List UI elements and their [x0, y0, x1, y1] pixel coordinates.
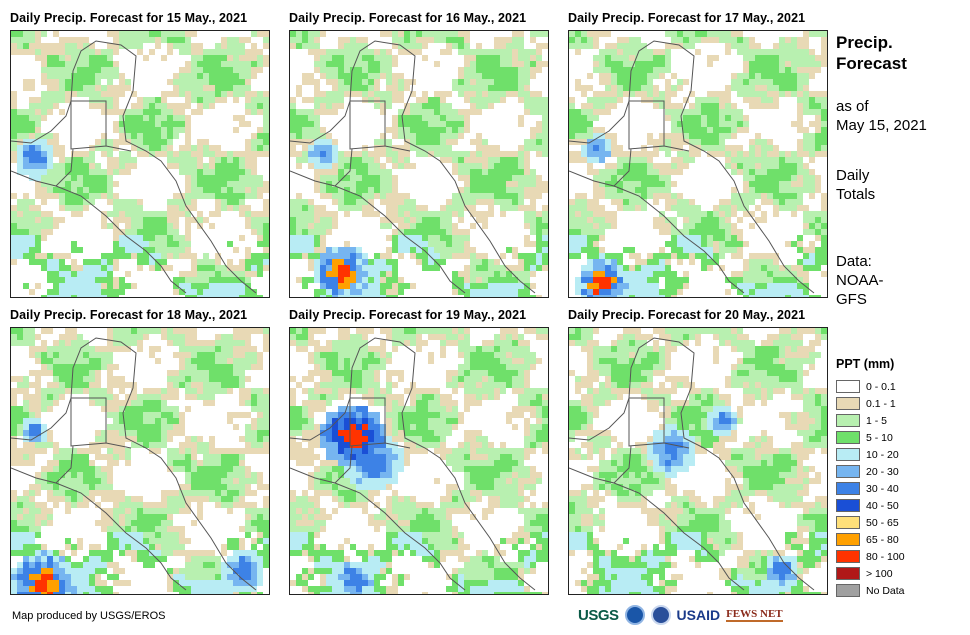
legend-item: 0.1 - 1 [836, 395, 956, 412]
forecast-panel-may-17: Daily Precip. Forecast for 17 May., 2021 [568, 11, 848, 301]
legend-label: 5 - 10 [866, 431, 893, 444]
as-of-value: May 15, 2021 [836, 117, 927, 134]
heading-line: Precip. [836, 33, 893, 52]
precip-map-svg [569, 31, 827, 297]
source-line: Data: [836, 253, 872, 270]
legend-swatch [836, 567, 860, 580]
precip-map-svg [11, 31, 269, 297]
legend-item: > 100 [836, 565, 956, 582]
legend-item: 40 - 50 [836, 497, 956, 514]
source-line: GFS [836, 291, 867, 308]
data-source: Data: NOAA- GFS [836, 252, 884, 309]
legend-swatch [836, 431, 860, 444]
legend-item: No Data [836, 582, 956, 599]
precip-map-svg [290, 328, 548, 594]
heading-line: Forecast [836, 54, 907, 73]
legend-swatch [836, 499, 860, 512]
legend-swatch [836, 448, 860, 461]
as-of-date: as of May 15, 2021 [836, 97, 927, 135]
legend-label: 65 - 80 [866, 533, 899, 546]
legend-swatch [836, 516, 860, 529]
legend-item: 20 - 30 [836, 463, 956, 480]
nasa-seal-icon [650, 605, 671, 625]
country-borders [290, 40, 536, 294]
legend-rows: 0 - 0.1 0.1 - 1 1 - 5 5 - 10 10 - 20 20 - 30 3… [836, 378, 956, 599]
panel-title: Daily Precip. Forecast for 19 May., 2021 [289, 308, 527, 322]
legend-swatch [836, 380, 860, 393]
precip-map [289, 30, 549, 298]
legend-item: 5 - 10 [836, 429, 956, 446]
usaid-logo: USAID [676, 607, 721, 623]
totals-note: Daily Totals [836, 166, 875, 204]
as-of-label: as of [836, 98, 869, 115]
precip-map-svg [569, 328, 827, 594]
legend-item: 80 - 100 [836, 548, 956, 565]
legend-item: 65 - 80 [836, 531, 956, 548]
country-borders [290, 337, 536, 591]
legend-title: PPT (mm) [836, 357, 895, 371]
legend-swatch [836, 414, 860, 427]
precip-map [568, 30, 828, 298]
precip-map [10, 30, 270, 298]
legend-label: 40 - 50 [866, 499, 899, 512]
panel-title: Daily Precip. Forecast for 20 May., 2021 [568, 308, 806, 322]
totals-line: Daily [836, 167, 870, 184]
legend-heading: Precip. Forecast [836, 32, 907, 74]
country-borders [569, 40, 815, 294]
legend-label: No Data [866, 584, 905, 597]
usgs-logo: USGS [578, 606, 619, 624]
legend-swatch [836, 550, 860, 563]
legend-swatch [836, 397, 860, 410]
source-line: NOAA- [836, 272, 884, 289]
forecast-panel-may-18: Daily Precip. Forecast for 18 May., 2021 [10, 308, 290, 598]
forecast-panel-may-19: Daily Precip. Forecast for 19 May., 2021 [289, 308, 569, 598]
legend-label: 0.1 - 1 [866, 397, 896, 410]
panel-title: Daily Precip. Forecast for 17 May., 2021 [568, 11, 806, 25]
precip-map-svg [11, 328, 269, 594]
legend-item: 10 - 20 [836, 446, 956, 463]
legend-label: 1 - 5 [866, 414, 888, 427]
legend-label: 0 - 0.1 [866, 380, 896, 393]
forecast-panel-may-20: Daily Precip. Forecast for 20 May., 2021 [568, 308, 848, 598]
legend-swatch [836, 584, 860, 597]
noaa-logo-icon [624, 605, 645, 625]
panel-title: Daily Precip. Forecast for 16 May., 2021 [289, 11, 527, 25]
legend-item: 1 - 5 [836, 412, 956, 429]
legend-item: 30 - 40 [836, 480, 956, 497]
legend-item: 50 - 65 [836, 514, 956, 531]
legend-label: 10 - 20 [866, 448, 899, 461]
legend-label: 30 - 40 [866, 482, 899, 495]
fews-net-logo: FEWS NET [726, 608, 783, 622]
precip-legend: PPT (mm) 0 - 0.1 0.1 - 1 1 - 5 5 - 10 10 - 2… [836, 357, 956, 599]
precip-map [10, 327, 270, 595]
legend-label: 50 - 65 [866, 516, 899, 529]
legend-label: > 100 [866, 567, 893, 580]
country-borders [11, 40, 257, 294]
forecast-panel-may-15: Daily Precip. Forecast for 15 May., 2021 [10, 11, 290, 301]
legend-swatch [836, 482, 860, 495]
map-credit: Map produced by USGS/EROS [12, 610, 166, 622]
precip-map-svg [290, 31, 548, 297]
precip-map [568, 327, 828, 595]
legend-label: 80 - 100 [866, 550, 905, 563]
legend-item: 0 - 0.1 [836, 378, 956, 395]
panel-title: Daily Precip. Forecast for 15 May., 2021 [10, 11, 248, 25]
panel-title: Daily Precip. Forecast for 18 May., 2021 [10, 308, 248, 322]
legend-swatch [836, 533, 860, 546]
logo-strip: USGS USAID FEWS NET [578, 602, 783, 628]
country-borders [11, 337, 257, 591]
totals-line: Totals [836, 186, 876, 203]
precip-map [289, 327, 549, 595]
legend-swatch [836, 465, 860, 478]
country-borders [569, 337, 815, 591]
legend-label: 20 - 30 [866, 465, 899, 478]
forecast-panel-may-16: Daily Precip. Forecast for 16 May., 2021 [289, 11, 569, 301]
